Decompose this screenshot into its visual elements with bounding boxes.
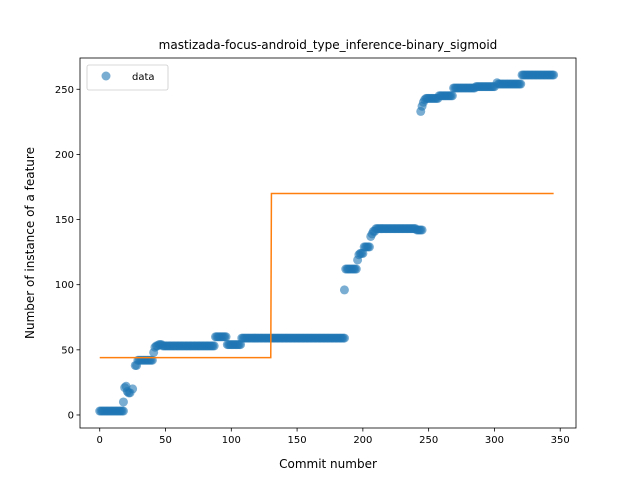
data-point: [118, 406, 128, 416]
plot-area: [95, 70, 559, 416]
legend-label-data: data: [132, 72, 155, 83]
data-point: [128, 384, 138, 394]
legend-marker-data: [101, 71, 111, 81]
data-point: [447, 91, 457, 101]
x-tick-label: 300: [485, 435, 504, 446]
x-tick-label: 350: [551, 435, 570, 446]
x-tick-label: 200: [353, 435, 372, 446]
y-tick-label: 50: [61, 345, 74, 356]
data-point: [118, 397, 128, 407]
data-point: [339, 333, 349, 343]
y-tick-label: 250: [55, 85, 74, 96]
y-tick-label: 0: [68, 410, 74, 421]
data-point: [417, 225, 427, 235]
y-tick-label: 150: [55, 215, 74, 226]
x-tick-label: 0: [97, 435, 103, 446]
data-point: [221, 332, 231, 342]
legend: data: [86, 64, 169, 91]
legend-frame: [86, 64, 169, 91]
plot-frame: [79, 57, 577, 429]
data-point: [549, 70, 559, 80]
x-axis-label: Commit number: [279, 457, 377, 471]
data-point: [339, 285, 349, 295]
chart-title: mastizada-focus-android_type_inference-b…: [159, 38, 498, 52]
y-tick-label: 200: [55, 150, 74, 161]
x-axis: 0 50 100 150 200 250 300 350: [97, 428, 570, 446]
x-tick-label: 250: [419, 435, 438, 446]
data-point: [351, 264, 361, 274]
y-tick-label: 100: [55, 280, 74, 291]
y-axis-label: Number of instance of a feature: [23, 147, 37, 339]
x-tick-label: 100: [222, 435, 241, 446]
fit-line: [99, 192, 554, 359]
y-axis: 0 50 100 150 200 250: [55, 85, 80, 421]
x-tick-label: 50: [159, 435, 172, 446]
data-point: [364, 242, 374, 252]
x-tick-label: 150: [288, 435, 307, 446]
data-point: [516, 79, 526, 89]
data-point: [209, 341, 219, 351]
